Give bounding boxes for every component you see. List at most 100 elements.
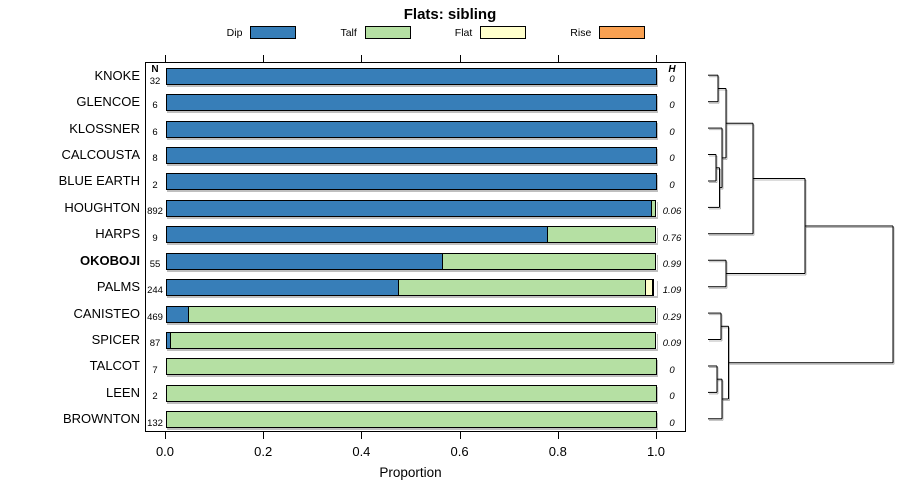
n-value: 892 xyxy=(147,206,163,218)
x-tick-top xyxy=(459,55,461,62)
category-label: HOUGHTON xyxy=(64,199,140,215)
bar-segment-talf xyxy=(651,199,656,217)
x-tick-bottom xyxy=(656,432,657,439)
n-column-header: N xyxy=(151,64,159,75)
h-value: 0 xyxy=(669,417,675,429)
stacked-bar xyxy=(166,358,657,376)
h-value: 0 xyxy=(669,179,675,191)
x-tick-label: 0.0 xyxy=(155,444,175,459)
bar-segment-talf xyxy=(166,358,657,376)
stacked-bar xyxy=(166,332,657,349)
n-value: 8 xyxy=(152,153,158,165)
category-label: LEEN xyxy=(106,384,140,400)
x-axis-title: Proportion xyxy=(379,465,442,480)
plot-box xyxy=(145,62,686,432)
x-tick-top xyxy=(557,55,559,62)
n-value: 132 xyxy=(147,417,163,429)
h-value: 0.29 xyxy=(662,311,682,323)
category-label: PALMS xyxy=(96,279,140,295)
x-tick-bottom xyxy=(459,432,461,439)
legend-item-label: Rise xyxy=(570,26,592,39)
h-value: 0 xyxy=(669,100,675,112)
bar-segment-dip xyxy=(166,279,400,297)
bar-segment-dip xyxy=(166,305,190,323)
category-label: KLOSSNER xyxy=(69,120,140,136)
category-label: BROWNTON xyxy=(62,411,140,427)
n-value: 9 xyxy=(152,232,158,244)
stacked-bar xyxy=(166,147,657,164)
h-value: 1.09 xyxy=(662,285,682,297)
stacked-bar xyxy=(166,173,657,191)
legend-swatch xyxy=(250,26,297,39)
x-tick-label: 0.4 xyxy=(352,444,371,459)
x-tick-top xyxy=(656,55,657,62)
legend-item: Rise xyxy=(570,26,646,39)
x-tick-label: 0.2 xyxy=(254,444,273,459)
bar-segment-talf xyxy=(441,252,656,270)
x-tick-bottom xyxy=(263,432,265,439)
legend-swatch xyxy=(480,26,527,39)
category-label: HARPS xyxy=(95,226,140,242)
legend-item-label: Talf xyxy=(340,26,357,39)
bar-segment-talf xyxy=(170,332,656,349)
stacked-bar xyxy=(166,67,657,85)
category-label: SPICER xyxy=(91,331,140,347)
stacked-bar xyxy=(166,279,657,297)
bar-segment-dip xyxy=(166,67,657,85)
legend-swatch xyxy=(599,26,646,39)
x-tick-top xyxy=(263,55,265,62)
h-column-header: H xyxy=(668,64,676,75)
stacked-bar xyxy=(166,120,657,138)
bar-segment-dip xyxy=(166,226,548,244)
category-label: CANISTEO xyxy=(73,305,140,321)
n-value: 6 xyxy=(152,100,158,112)
category-label: TALCOT xyxy=(89,358,140,374)
x-tick-bottom xyxy=(361,432,363,439)
x-tick-label: 0.6 xyxy=(450,444,469,459)
n-value: 2 xyxy=(152,179,158,191)
category-label: CALCOUSTA xyxy=(61,146,141,162)
category-label: GLENCOE xyxy=(76,94,140,110)
legend: Dip Talf Flat Rise xyxy=(0,26,872,39)
bar-segment-dip xyxy=(166,173,657,191)
legend-item: Talf xyxy=(340,26,411,39)
h-value: 0.76 xyxy=(662,232,682,244)
bar-segment-talf xyxy=(398,279,646,297)
x-tick-bottom xyxy=(165,432,166,439)
stacked-bar xyxy=(166,252,657,270)
n-value: 2 xyxy=(152,391,158,403)
h-value: 0.09 xyxy=(662,338,682,350)
stacked-bar xyxy=(166,411,657,429)
n-value: 87 xyxy=(149,338,161,350)
x-tick-top xyxy=(165,55,166,62)
bar-segment-talf xyxy=(546,226,656,244)
bar-segment-dip xyxy=(166,147,657,164)
legend-item: Flat xyxy=(455,26,527,39)
stacked-bar xyxy=(166,199,657,217)
n-value: 32 xyxy=(149,76,161,87)
h-value: 0 xyxy=(669,153,675,165)
bar-segment-talf xyxy=(166,384,657,402)
x-tick-label: 0.8 xyxy=(548,444,567,459)
stacked-bar xyxy=(166,384,657,402)
bar-segment-dip xyxy=(166,252,443,270)
category-label: KNOKE xyxy=(94,67,140,83)
legend-item: Dip xyxy=(227,26,297,39)
category-label: OKOBOJI xyxy=(80,252,140,268)
category-label: BLUE EARTH xyxy=(58,173,140,189)
stacked-bar xyxy=(166,305,657,323)
h-value: 0.06 xyxy=(662,206,682,218)
stacked-bar xyxy=(166,94,657,112)
bar-segment-dip xyxy=(166,120,657,138)
x-tick-top xyxy=(361,55,363,62)
h-value: 0.99 xyxy=(662,259,682,270)
legend-swatch xyxy=(364,26,411,39)
bar-segment-talf xyxy=(188,305,656,323)
legend-item-label: Dip xyxy=(226,26,243,39)
chart-title: Flats: sibling xyxy=(403,6,497,23)
h-value: 0 xyxy=(669,126,675,138)
h-value: 0 xyxy=(669,364,675,376)
n-value: 6 xyxy=(152,126,158,138)
n-value: 244 xyxy=(147,285,163,297)
